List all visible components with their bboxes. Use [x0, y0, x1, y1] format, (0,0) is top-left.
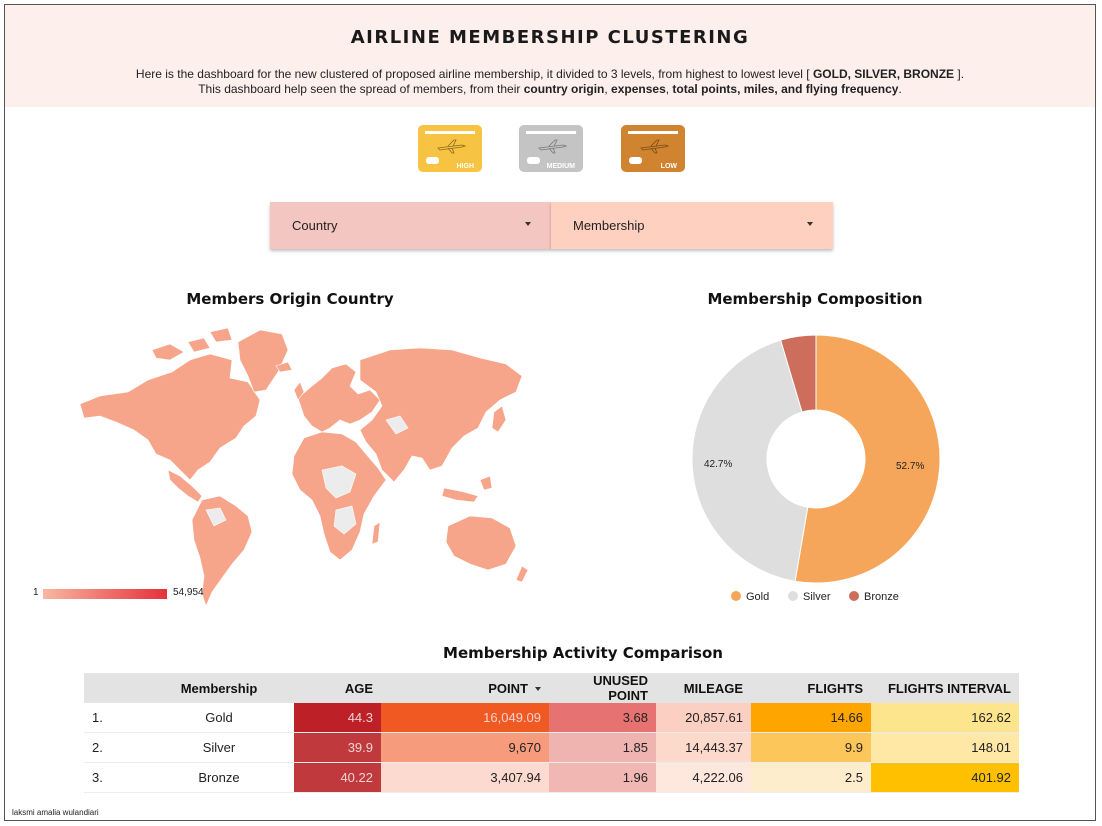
- mileage-cell: 20,857.61: [656, 703, 751, 733]
- flights-interval-cell: 162.62: [871, 703, 1019, 733]
- column-header-membership[interactable]: Membership: [144, 673, 294, 703]
- card-chip: [426, 157, 439, 164]
- membership-cell: Bronze: [144, 762, 294, 793]
- desc-emphasis: GOLD, SILVER, BRONZE: [809, 67, 958, 81]
- page-description: Here is the dashboard for the new cluste…: [5, 67, 1095, 97]
- point-cell: 3,407.94: [381, 762, 549, 793]
- unused-point-cell: 1.96: [549, 762, 656, 793]
- card-stripe: [526, 131, 576, 134]
- country-filter-label: Country: [292, 218, 338, 233]
- unused-point-cell: 3.68: [549, 703, 656, 733]
- legend-dot-bronze: [849, 591, 859, 601]
- table-title: Membership Activity Comparison: [443, 644, 723, 662]
- card-chip: [629, 157, 642, 164]
- column-header-point[interactable]: POINT: [381, 673, 549, 703]
- flights-interval-cell: 401.92: [871, 762, 1019, 793]
- table-row: 1. Gold 44.3 16,049.09 3.68 20,857.61 14…: [84, 703, 1019, 733]
- table-row: 2. Silver 39.9 9,670 1.85 14,443.37 9.9 …: [84, 732, 1019, 763]
- table-row: 3. Bronze 40.22 3,407.94 1.96 4,222.06 2…: [84, 762, 1019, 793]
- desc-text: This dashboard help seen the spread of m…: [198, 82, 524, 96]
- membership-activity-table: Membership AGE POINT UNUSED POINT MILEAG…: [84, 673, 1019, 793]
- world-map[interactable]: [60, 320, 530, 610]
- membership-cell: Gold: [144, 703, 294, 733]
- membership-card-high: HIGH: [418, 125, 482, 172]
- country-filter-dropdown[interactable]: Country: [270, 202, 551, 249]
- donut-slice-silver[interactable]: [691, 339, 809, 582]
- legend-label: Gold: [746, 591, 770, 603]
- mileage-cell: 4,222.06: [656, 762, 751, 793]
- age-cell: 40.22: [294, 762, 381, 793]
- flights-interval-cell: 148.01: [871, 732, 1019, 763]
- age-cell: 44.3: [294, 703, 381, 733]
- membership-cell: Silver: [144, 732, 294, 763]
- legend-item-silver[interactable]: Silver: [788, 591, 831, 603]
- unused-point-cell: 1.85: [549, 732, 656, 763]
- row-index: 2.: [84, 732, 144, 763]
- desc-text: ,: [665, 82, 673, 96]
- card-label: LOW: [660, 163, 677, 170]
- legend-label: Bronze: [864, 591, 899, 603]
- row-index: 1.: [84, 703, 144, 733]
- airplane-icon: [640, 139, 669, 154]
- card-stripe: [628, 131, 678, 134]
- membership-card-low: LOW: [621, 125, 685, 172]
- map-title: Members Origin Country: [186, 290, 394, 308]
- sort-desc-icon: [535, 686, 541, 691]
- legend-label: Silver: [803, 591, 831, 603]
- desc-emphasis: country origin: [523, 82, 605, 96]
- page-title: AIRLINE MEMBERSHIP CLUSTERING: [350, 27, 750, 48]
- column-header-flights-interval[interactable]: FLIGHTS INTERVAL: [871, 673, 1019, 703]
- donut-slice-bronze[interactable]: [780, 334, 817, 413]
- point-cell: 9,670: [381, 732, 549, 763]
- card-label: MEDIUM: [546, 163, 575, 170]
- membership-filter-label: Membership: [573, 218, 645, 233]
- card-chip: [527, 157, 540, 164]
- row-index: 3.: [84, 762, 144, 793]
- dashboard-frame: [4, 4, 1096, 821]
- flights-cell: 14.66: [751, 703, 871, 733]
- airplane-icon: [538, 139, 567, 154]
- column-header-age[interactable]: AGE: [294, 673, 381, 703]
- table-header-row: Membership AGE POINT UNUSED POINT MILEAG…: [84, 673, 1019, 703]
- donut-title: Membership Composition: [707, 290, 923, 308]
- legend-item-gold[interactable]: Gold: [731, 591, 769, 603]
- legend-dot-silver: [788, 591, 798, 601]
- desc-text: ,: [604, 82, 612, 96]
- membership-card-medium: MEDIUM: [519, 125, 583, 172]
- age-cell: 39.9: [294, 732, 381, 763]
- legend-dot-gold: [731, 591, 741, 601]
- map-legend-min: 1: [33, 587, 39, 598]
- column-header-mileage[interactable]: MILEAGE: [656, 673, 751, 703]
- desc-emphasis: total points, miles, and flying frequenc…: [672, 82, 899, 96]
- chevron-down-icon: [525, 222, 531, 226]
- flights-cell: 2.5: [751, 762, 871, 793]
- author-credit: laksmi amalia wulandiari: [12, 808, 99, 817]
- column-header-flights[interactable]: FLIGHTS: [751, 673, 871, 703]
- map-landmass: [79, 327, 529, 607]
- desc-text: Here is the dashboard for the new cluste…: [135, 67, 810, 81]
- mileage-cell: 14,443.37: [656, 732, 751, 763]
- card-label: HIGH: [456, 163, 475, 170]
- membership-donut-chart[interactable]: [690, 333, 942, 585]
- legend-item-bronze[interactable]: Bronze: [849, 591, 899, 603]
- membership-filter-dropdown[interactable]: Membership: [551, 202, 833, 249]
- point-cell: 16,049.09: [381, 703, 549, 733]
- donut-slice-gold[interactable]: [794, 334, 941, 584]
- header-banner: AIRLINE MEMBERSHIP CLUSTERING Here is th…: [5, 5, 1095, 107]
- silver-percent-label: 42.7%: [704, 459, 733, 470]
- card-stripe: [425, 131, 475, 134]
- column-header-unused-point[interactable]: UNUSED POINT: [549, 673, 656, 703]
- map-unreported-regions: [205, 415, 409, 535]
- column-header-index: [84, 673, 144, 703]
- map-legend-max: 54,954: [173, 587, 204, 598]
- desc-emphasis: expenses: [611, 82, 666, 96]
- chevron-down-icon: [807, 222, 813, 226]
- map-color-scale: [43, 589, 167, 599]
- gold-percent-label: 52.7%: [896, 461, 925, 472]
- column-header-point-label: POINT: [488, 680, 528, 696]
- desc-text: ].: [957, 67, 965, 81]
- flights-cell: 9.9: [751, 732, 871, 763]
- airplane-icon: [437, 139, 466, 154]
- desc-text: .: [898, 82, 902, 96]
